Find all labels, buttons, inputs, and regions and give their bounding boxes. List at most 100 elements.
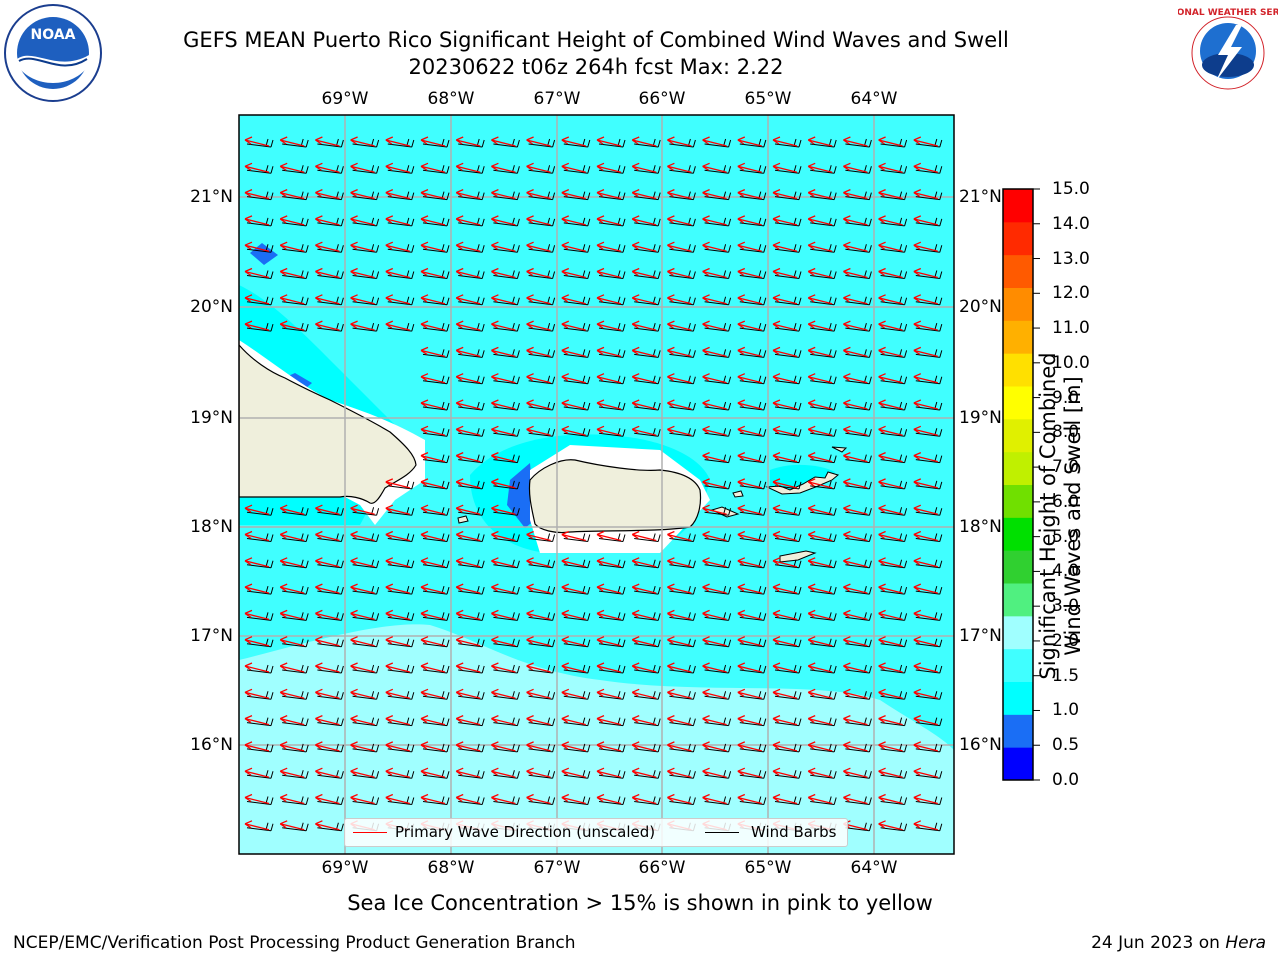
colorbar-tick-label: 3.0 bbox=[1052, 596, 1080, 617]
wave-direction-arrow bbox=[737, 504, 762, 515]
wave-direction-arrow bbox=[878, 478, 903, 489]
wave-direction-arrow bbox=[491, 189, 516, 200]
wave-direction-arrow bbox=[702, 294, 727, 305]
wave-direction-arrow bbox=[667, 425, 692, 436]
wave-direction-arrow bbox=[491, 767, 516, 778]
wave-direction-arrow bbox=[807, 767, 833, 778]
wave-direction-arrow bbox=[737, 530, 762, 542]
wave-direction-arrow bbox=[526, 530, 551, 542]
wave-direction-arrow bbox=[455, 425, 481, 436]
wave-direction-arrow bbox=[772, 478, 798, 489]
wave-direction-arrow bbox=[702, 530, 727, 542]
wave-direction-arrow bbox=[596, 530, 622, 542]
wave-direction-arrow bbox=[491, 136, 516, 147]
wave-direction-arrow bbox=[843, 609, 868, 621]
wave-direction-arrow bbox=[244, 530, 270, 542]
wave-direction-arrow bbox=[420, 267, 446, 279]
wave-direction-arrow bbox=[913, 820, 938, 831]
wave-direction-arrow bbox=[420, 346, 446, 358]
wave-direction-arrow bbox=[315, 530, 340, 542]
wave-direction-arrow bbox=[561, 241, 586, 252]
lat-label-left-18n: 18°N bbox=[190, 517, 233, 537]
wave-direction-arrow bbox=[526, 662, 551, 673]
wave-direction-arrow bbox=[561, 373, 586, 384]
wave-direction-arrow bbox=[244, 688, 270, 699]
wave-direction-arrow bbox=[913, 557, 938, 568]
wave-direction-arrow bbox=[279, 294, 305, 305]
wave-direction-arrow bbox=[596, 136, 622, 147]
wave-direction-arrow bbox=[807, 636, 833, 647]
wave-direction-arrow bbox=[667, 609, 692, 621]
wave-direction-arrow bbox=[526, 215, 551, 226]
wave-direction-arrow bbox=[702, 452, 727, 463]
wave-direction-arrow bbox=[631, 793, 657, 805]
land-mona-island bbox=[457, 515, 469, 524]
wave-direction-arrow bbox=[772, 399, 798, 410]
wave-direction-arrow bbox=[350, 662, 375, 673]
wave-direction-arrow bbox=[843, 583, 868, 594]
colorbar-segment bbox=[1003, 287, 1033, 321]
wave-direction-arrow bbox=[526, 741, 551, 752]
colorbar-segment bbox=[1003, 320, 1033, 354]
wave-direction-arrow bbox=[385, 688, 410, 699]
footer-credit: NCEP/EMC/Verification Post Processing Pr… bbox=[13, 933, 576, 953]
wave-direction-arrow bbox=[807, 793, 833, 805]
wave-direction-arrow bbox=[772, 189, 798, 200]
wave-direction-arrow bbox=[702, 609, 727, 621]
wave-direction-arrow bbox=[244, 241, 270, 252]
wave-direction-arrow bbox=[561, 215, 586, 226]
wave-direction-arrow bbox=[807, 609, 833, 621]
wave-direction-arrow bbox=[385, 530, 410, 542]
wave-direction-arrow bbox=[455, 478, 481, 489]
wave-direction-arrow bbox=[702, 478, 727, 489]
wave-direction-arrow bbox=[702, 741, 727, 752]
wave-direction-arrow bbox=[772, 530, 798, 542]
wave-direction-arrow bbox=[667, 715, 692, 726]
wave-direction-arrow bbox=[843, 373, 868, 384]
wave-direction-arrow bbox=[913, 662, 938, 673]
wave-direction-arrow bbox=[491, 530, 516, 542]
wave-direction-arrow bbox=[420, 452, 446, 463]
wave-direction-arrow bbox=[315, 793, 340, 805]
wave-direction-arrow bbox=[596, 688, 622, 699]
wave-direction-arrow bbox=[807, 162, 833, 173]
colorbar-segment bbox=[1003, 648, 1033, 682]
wave-direction-arrow bbox=[455, 504, 481, 515]
wave-direction-arrow bbox=[350, 530, 375, 542]
wave-direction-arrow bbox=[561, 793, 586, 805]
wave-direction-arrow bbox=[455, 793, 481, 805]
colorbar-segment bbox=[1003, 681, 1033, 715]
wave-direction-arrow bbox=[807, 425, 833, 436]
wave-direction-arrow bbox=[667, 583, 692, 594]
wave-direction-arrow bbox=[878, 399, 903, 410]
wave-direction-arrow bbox=[737, 136, 762, 147]
wave-direction-arrow bbox=[279, 320, 305, 331]
wave-direction-arrow bbox=[526, 583, 551, 594]
wave-direction-arrow bbox=[561, 425, 586, 436]
wave-direction-arrow bbox=[631, 373, 657, 384]
wave-direction-arrow bbox=[455, 767, 481, 778]
wave-direction-arrow bbox=[279, 741, 305, 752]
wave-direction-arrow bbox=[807, 346, 833, 358]
wave-direction-arrow bbox=[843, 399, 868, 410]
wave-direction-arrow bbox=[737, 241, 762, 252]
wave-direction-arrow bbox=[737, 452, 762, 463]
wave-direction-arrow bbox=[807, 215, 833, 226]
wave-direction-arrow bbox=[913, 793, 938, 805]
wave-direction-arrow bbox=[491, 793, 516, 805]
wave-direction-arrow bbox=[420, 583, 446, 594]
lon-label-bottom-64w: 64°W bbox=[850, 858, 898, 878]
wave-direction-arrow bbox=[561, 136, 586, 147]
wave-direction-arrow bbox=[737, 215, 762, 226]
wave-direction-arrow bbox=[244, 215, 270, 226]
wave-direction-arrow bbox=[420, 136, 446, 147]
wave-direction-arrow bbox=[596, 162, 622, 173]
colorbar-tick-label: 6.0 bbox=[1052, 491, 1080, 512]
map-frame bbox=[238, 114, 955, 855]
wave-direction-arrow bbox=[526, 241, 551, 252]
wave-direction-arrow bbox=[279, 136, 305, 147]
colorbar-segment bbox=[1003, 221, 1033, 256]
wave-direction-arrow bbox=[913, 504, 938, 515]
wave-direction-arrow bbox=[702, 320, 727, 331]
wave-direction-arrow bbox=[913, 162, 938, 173]
